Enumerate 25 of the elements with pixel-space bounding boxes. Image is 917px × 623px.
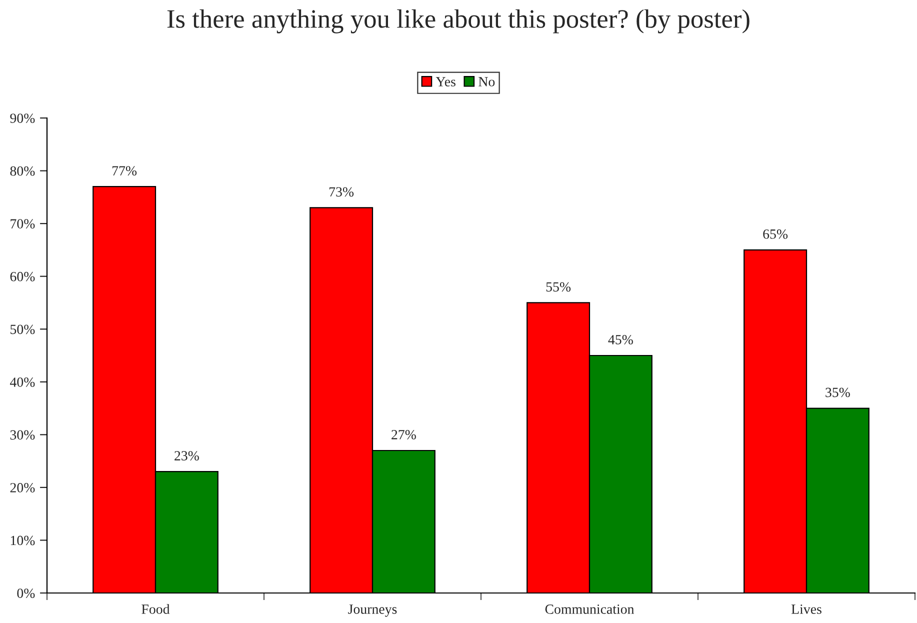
data-label: 55% (546, 282, 571, 292)
y-tick-label: 60% (10, 272, 35, 282)
data-label: 73% (329, 187, 354, 197)
y-tick-label: 40% (10, 377, 35, 387)
y-tick-label: 30% (10, 430, 35, 440)
chart-title: Is there anything you like about this poster? (by poster) (167, 9, 750, 34)
data-label: 35% (826, 388, 850, 398)
data-label: 27% (392, 430, 416, 440)
data-label: 77% (112, 166, 137, 176)
x-tick-label: Journeys (348, 604, 397, 617)
y-tick-label: 0% (17, 588, 35, 598)
data-label: 65% (763, 229, 788, 239)
x-tick-label: Food (142, 604, 170, 614)
x-tick-label: Lives (791, 604, 822, 614)
legend-label: No (478, 77, 495, 86)
y-tick-label: 90% (10, 114, 35, 123)
y-tick-label: 80% (10, 166, 35, 176)
y-tick-label: 20% (10, 483, 35, 492)
data-label: 23% (174, 451, 199, 460)
legend-label: Yes (436, 77, 456, 86)
y-tick-label: 10% (10, 536, 35, 546)
y-tick-label: 70% (10, 219, 35, 229)
x-tick-label: Communication (545, 604, 634, 614)
data-label: 45% (608, 334, 633, 344)
y-tick-label: 50% (10, 324, 35, 334)
